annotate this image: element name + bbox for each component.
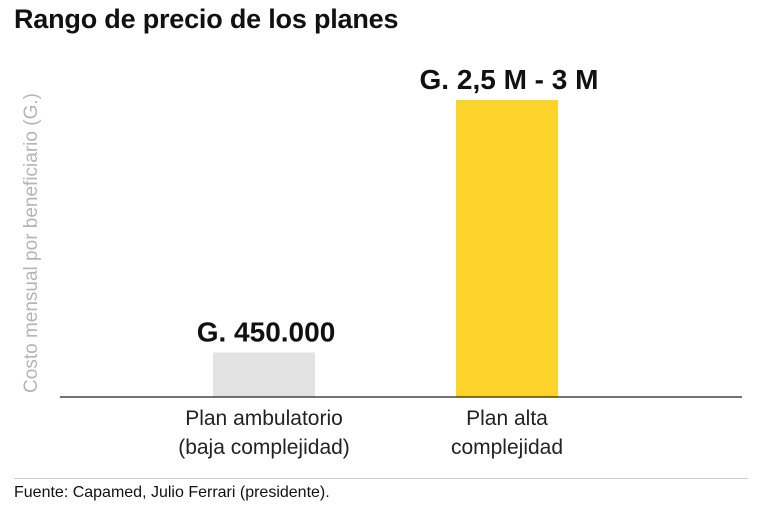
category-label-1-line-2: (baja complejidad): [178, 436, 350, 459]
labels-layer: G. 450.000 Plan ambulatorio (baja compleji…: [178, 64, 598, 459]
bar-1: [213, 352, 315, 397]
bars-layer: [213, 100, 558, 397]
category-label-1-line-1: Plan ambulatorio: [185, 407, 343, 430]
bar-2: [456, 100, 558, 397]
data-label-1: G. 450.000: [197, 316, 336, 347]
footer-divider: [14, 478, 748, 479]
category-label-2-line-2: complejidad: [451, 436, 563, 459]
source-note: Fuente: Capamed, Julio Ferrari (presiden…: [14, 484, 330, 501]
chart-title: Rango de precio de los planes: [14, 4, 399, 34]
data-label-2: G. 2,5 M - 3 M: [420, 64, 599, 95]
y-axis-label: Costo mensual por beneficiario (G.): [21, 93, 42, 393]
category-label-2-line-1: Plan alta: [466, 407, 548, 430]
